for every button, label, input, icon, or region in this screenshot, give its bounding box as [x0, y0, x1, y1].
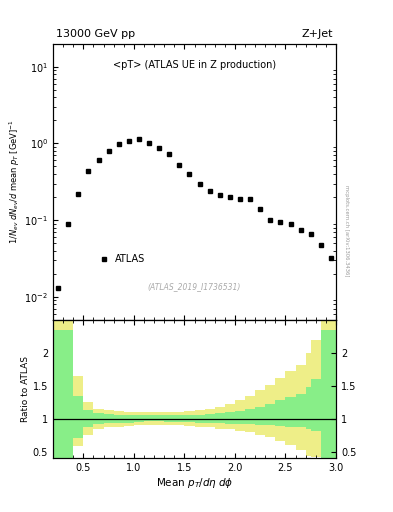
Text: mcplots.cern.ch [arXiv:1306.3436]: mcplots.cern.ch [arXiv:1306.3436] [344, 185, 349, 276]
X-axis label: Mean $p_T/d\eta\;d\phi$: Mean $p_T/d\eta\;d\phi$ [156, 476, 233, 490]
Bar [255, 407, 265, 424]
Bar [174, 415, 184, 422]
Bar [215, 414, 225, 423]
Bar [144, 412, 154, 425]
Text: 13000 GeV pp: 13000 GeV pp [56, 29, 135, 39]
Bar [306, 353, 311, 456]
Bar [245, 409, 255, 424]
Bar [134, 415, 144, 422]
Text: Z+Jet: Z+Jet [302, 29, 333, 39]
Bar [311, 379, 321, 431]
Bar [245, 396, 255, 432]
Bar [154, 412, 164, 424]
Bar [114, 415, 124, 423]
Bar [225, 412, 235, 424]
Bar [285, 371, 296, 445]
Bar [275, 378, 285, 441]
Bar [134, 412, 144, 425]
Bar [215, 407, 225, 429]
Bar [53, 320, 73, 460]
Bar [184, 411, 195, 426]
Bar [114, 411, 124, 426]
Bar [164, 412, 174, 425]
Bar [255, 391, 265, 435]
Bar [321, 330, 336, 458]
Bar [94, 409, 104, 429]
Bar [104, 414, 114, 423]
Bar [174, 412, 184, 425]
Bar [73, 396, 83, 438]
Bar [285, 397, 296, 426]
Text: <pT> (ATLAS UE in Z production): <pT> (ATLAS UE in Z production) [113, 60, 276, 70]
Bar [265, 404, 275, 425]
Y-axis label: Ratio to ATLAS: Ratio to ATLAS [21, 356, 30, 422]
Bar [94, 414, 104, 424]
Bar [321, 320, 336, 460]
Bar [144, 415, 154, 421]
Y-axis label: $1/N_{ev}\;dN_{ev}/d\;\mathrm{mean}\;p_T\;[\mathrm{GeV}]^{-1}$: $1/N_{ev}\;dN_{ev}/d\;\mathrm{mean}\;p_T… [7, 119, 22, 244]
Bar [306, 387, 311, 429]
Bar [235, 411, 245, 424]
Bar [225, 404, 235, 429]
Text: ATLAS: ATLAS [115, 254, 145, 264]
Bar [275, 400, 285, 426]
Bar [195, 415, 205, 423]
Bar [235, 400, 245, 431]
Bar [311, 340, 321, 457]
Bar [124, 415, 134, 423]
Bar [195, 410, 205, 426]
Bar [83, 410, 94, 426]
Bar [53, 330, 73, 458]
Bar [154, 415, 164, 421]
Bar [124, 412, 134, 426]
Bar [184, 415, 195, 422]
Bar [104, 410, 114, 428]
Bar [296, 394, 306, 428]
Text: (ATLAS_2019_I1736531): (ATLAS_2019_I1736531) [148, 282, 241, 291]
Bar [296, 365, 306, 451]
Bar [265, 385, 275, 437]
Bar [205, 409, 215, 428]
Bar [205, 414, 215, 423]
Bar [164, 415, 174, 422]
Bar [83, 402, 94, 435]
Bar [73, 376, 83, 446]
